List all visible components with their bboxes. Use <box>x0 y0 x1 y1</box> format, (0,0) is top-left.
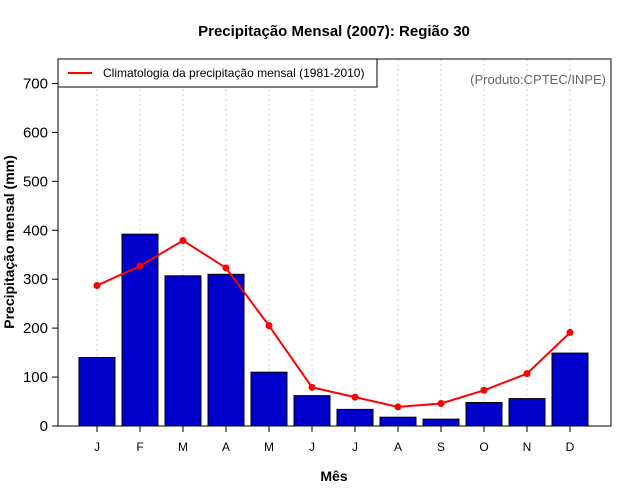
y-tick-label: 700 <box>23 75 48 92</box>
climatology-point-3 <box>179 237 187 245</box>
climatology-point-2 <box>136 262 144 270</box>
x-tick-label: O <box>479 440 488 454</box>
bar-6 <box>293 395 331 427</box>
bar-8 <box>379 416 417 427</box>
x-tick-label: F <box>136 440 143 454</box>
bar-1 <box>78 356 116 427</box>
bar-5 <box>250 371 288 427</box>
legend-label: Climatologia da precipitação mensal (198… <box>103 66 364 80</box>
bar-12 <box>551 352 589 427</box>
climatology-point-11 <box>523 370 531 378</box>
credit-text: (Produto:CPTEC/INPE) <box>470 72 606 87</box>
x-tick-label: J <box>309 440 315 454</box>
climatology-point-7 <box>351 393 359 401</box>
y-axis-label: Precipitação mensal (mm) <box>1 155 17 329</box>
bar-10 <box>465 402 503 427</box>
climatology-point-5 <box>265 322 273 330</box>
legend: Climatologia da precipitação mensal (198… <box>57 58 378 88</box>
climatology-point-1 <box>93 282 101 290</box>
climatology-point-6 <box>308 383 316 391</box>
y-tick-label: 200 <box>23 320 48 337</box>
x-tick-label: N <box>523 440 532 454</box>
climatology-point-12 <box>566 329 574 337</box>
chart-title: Precipitação Mensal (2007): Região 30 <box>198 23 470 40</box>
climatology-point-8 <box>394 403 402 411</box>
y-tick-label: 0 <box>40 418 48 435</box>
legend-box <box>57 58 378 88</box>
bars <box>78 233 589 427</box>
climatology-point-4 <box>222 264 230 272</box>
x-tick-label: J <box>352 440 358 454</box>
axes: 0 100 200 300 400 500 600 700 J F M A M J J A S O N D <box>23 75 575 454</box>
x-tick-label: M <box>178 440 188 454</box>
x-tick-label: J <box>94 440 100 454</box>
y-tick-label: 400 <box>23 222 48 239</box>
x-tick-label: A <box>394 440 402 454</box>
climatology-point-9 <box>437 399 445 407</box>
x-tick-label: M <box>264 440 274 454</box>
y-tick-label: 500 <box>23 173 48 190</box>
y-tick-label: 100 <box>23 369 48 386</box>
y-tick-label: 600 <box>23 124 48 141</box>
bar-4 <box>207 273 245 427</box>
x-tick-label: S <box>437 440 445 454</box>
bar-3 <box>164 275 202 427</box>
climatology-polyline <box>96 239 571 408</box>
x-tick-label: D <box>566 440 575 454</box>
x-tick-label: A <box>222 440 230 454</box>
x-axis-label: Mês <box>320 468 347 484</box>
bar-7 <box>336 408 374 427</box>
y-tick-label: 300 <box>23 271 48 288</box>
bar-9 <box>422 418 460 427</box>
climatology-point-10 <box>480 386 488 394</box>
climatology-line <box>93 237 574 411</box>
bar-11 <box>508 398 546 427</box>
